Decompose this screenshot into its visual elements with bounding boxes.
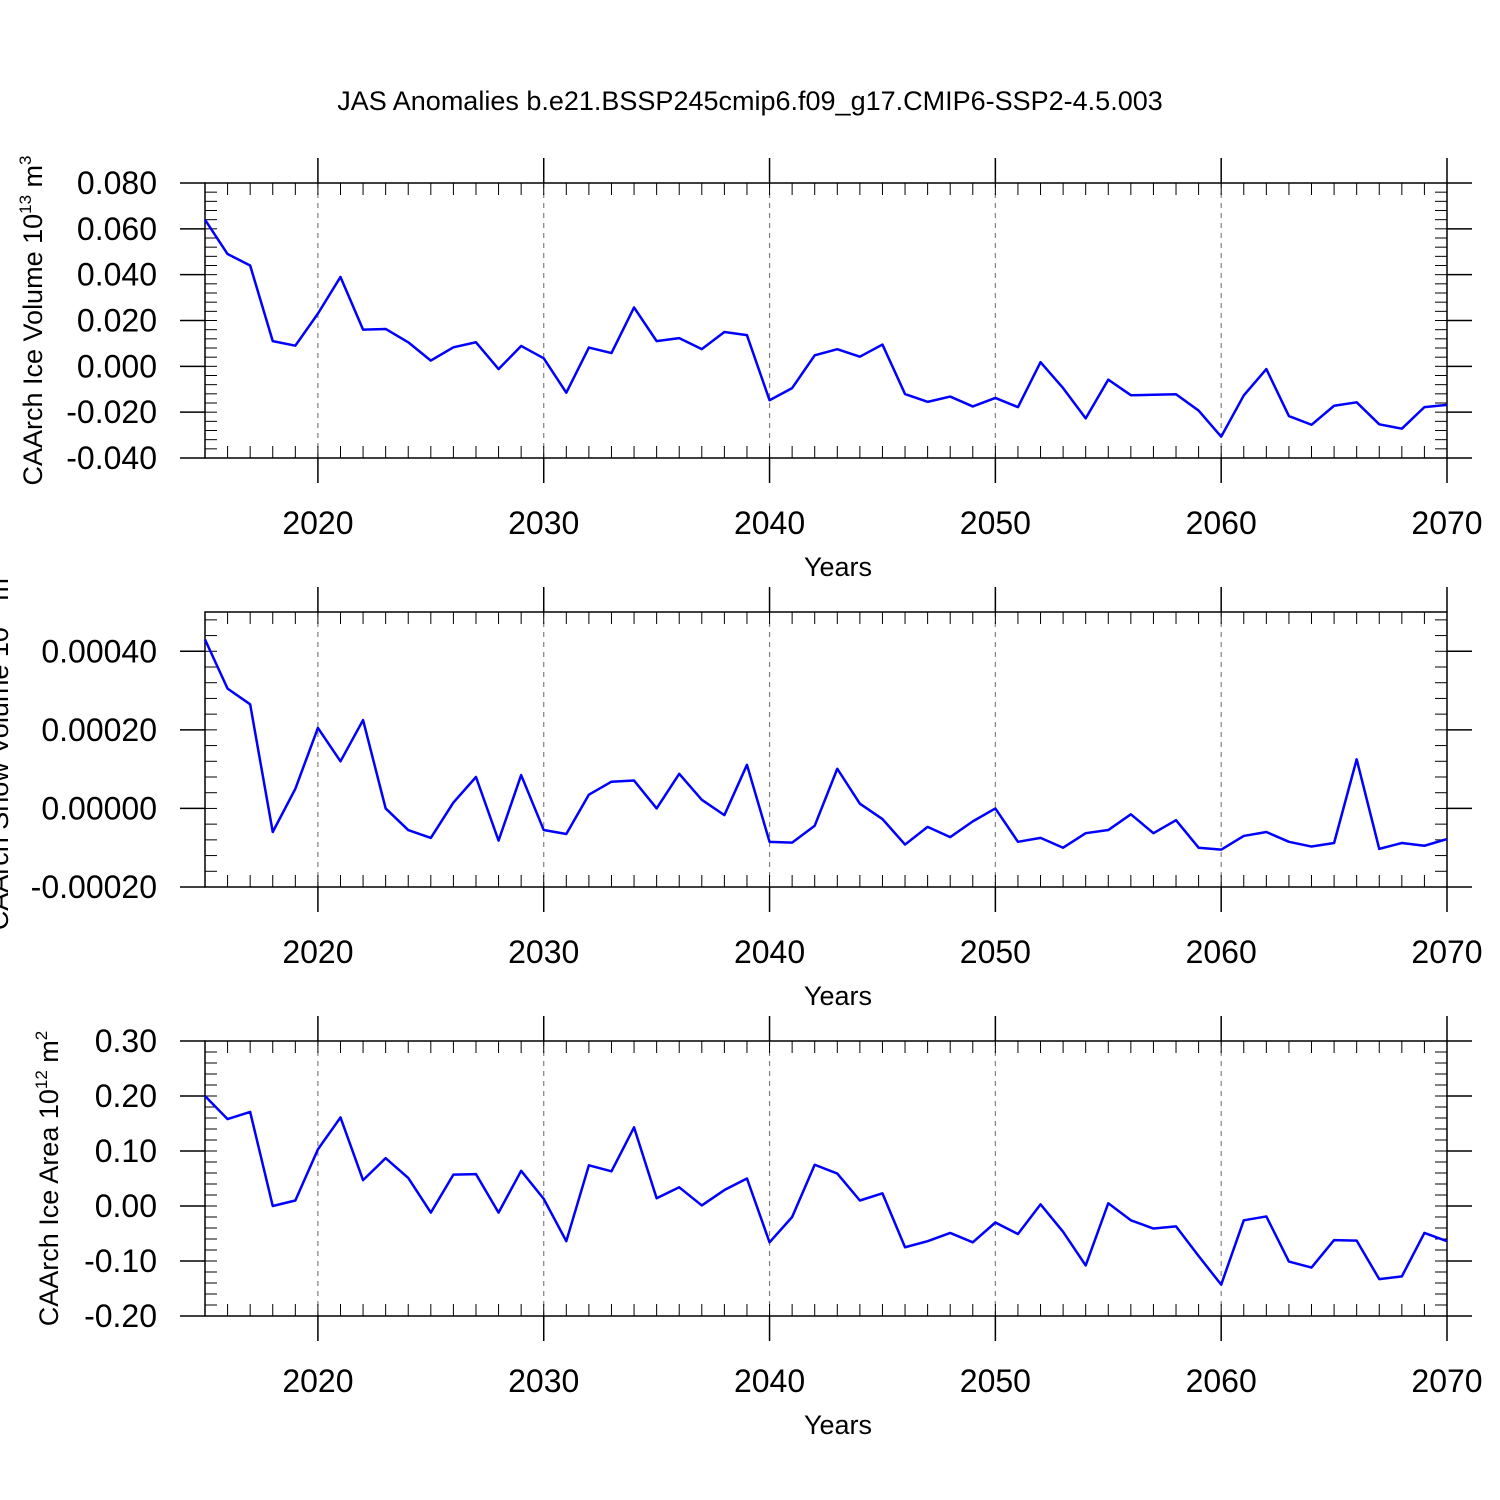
x-axis-label: Years [804, 981, 872, 1011]
y-tick-label: 0.00000 [41, 790, 157, 826]
y-tick-label: 0.000 [77, 348, 157, 384]
x-tick-label: 2030 [508, 505, 579, 541]
y-tick-label: -0.020 [66, 394, 157, 430]
x-tick-label: 2050 [960, 505, 1031, 541]
y-tick-label: 0.080 [77, 165, 157, 201]
x-tick-label: 2050 [960, 934, 1031, 970]
x-tick-label: 2040 [734, 1363, 805, 1399]
x-tick-label: 2050 [960, 1363, 1031, 1399]
y-tick-label: -0.20 [84, 1298, 157, 1334]
chart-title: JAS Anomalies b.e21.BSSP245cmip6.f09_g17… [337, 86, 1163, 116]
plot-area: -0.00020 0.00000 0.00020 0.00040 2020 2030 204… [31, 587, 1483, 970]
y-tick-label: 0.00040 [41, 633, 157, 669]
x-tick-label: 2060 [1186, 1363, 1257, 1399]
x-tick-label: 2070 [1411, 1363, 1482, 1399]
plot-frame [204, 1040, 1448, 1317]
y-axis-label: CAArch Ice Area 1012 m2 [32, 1031, 64, 1327]
x-tick-label: 2030 [508, 934, 579, 970]
x-axis-label: Years [804, 552, 872, 582]
plot-frame [204, 611, 1448, 888]
y-tick-label: 0.040 [77, 257, 157, 293]
x-tick-label: 2040 [734, 934, 805, 970]
y-tick-label: 0.060 [77, 211, 157, 247]
plot-area: -0.040 -0.020 0.000 0.020 0.040 0.060 0.080 202… [66, 158, 1483, 541]
y-tick-label: 0.10 [95, 1133, 157, 1169]
y-tick-label: 0.30 [95, 1023, 157, 1059]
series-line [203, 218, 1448, 438]
y-axis-label: CAArch Ice Volume 1013 m3 [16, 155, 48, 485]
x-tick-label: 2020 [282, 934, 353, 970]
y-tick-label: -0.00020 [31, 869, 157, 905]
x-tick-label: 2070 [1411, 934, 1482, 970]
y-tick-label: -0.10 [84, 1243, 157, 1279]
y-tick-label: -0.040 [66, 440, 157, 476]
series-line [203, 638, 1448, 851]
panel-ice-area: -0.20 -0.10 0.00 0.10 0.20 0.30 2020 2030 2040 20… [32, 1016, 1483, 1440]
panel-snow-volume: -0.00020 0.00000 0.00020 0.00040 2020 2030 204… [0, 569, 1483, 1011]
plot-frame [204, 182, 1448, 459]
y-tick-label: 0.20 [95, 1078, 157, 1114]
x-tick-label: 2060 [1186, 934, 1257, 970]
panel-ice-volume: -0.040 -0.020 0.000 0.020 0.040 0.060 0.080 202… [16, 155, 1483, 582]
x-tick-label: 2040 [734, 505, 805, 541]
x-axis-label: Years [804, 1410, 872, 1440]
x-tick-label: 2060 [1186, 505, 1257, 541]
x-tick-label: 2070 [1411, 505, 1482, 541]
y-tick-label: 0.00 [95, 1188, 157, 1224]
x-tick-label: 2020 [282, 505, 353, 541]
x-tick-label: 2030 [508, 1363, 579, 1399]
y-tick-label: 0.020 [77, 303, 157, 339]
y-tick-label: 0.00020 [41, 712, 157, 748]
x-tick-label: 2020 [282, 1363, 353, 1399]
plot-area: -0.20 -0.10 0.00 0.10 0.20 0.30 2020 2030 2040 20… [84, 1016, 1483, 1399]
y-axis-label: CAArch Snow Volume 1013 m3 [0, 569, 14, 931]
series-line [204, 1095, 1448, 1286]
